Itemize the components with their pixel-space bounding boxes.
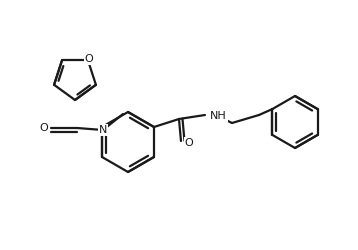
Text: O: O: [84, 54, 93, 64]
Text: NH: NH: [210, 111, 227, 121]
Text: O: O: [185, 138, 193, 148]
Text: N: N: [99, 125, 107, 135]
Text: O: O: [40, 123, 48, 133]
